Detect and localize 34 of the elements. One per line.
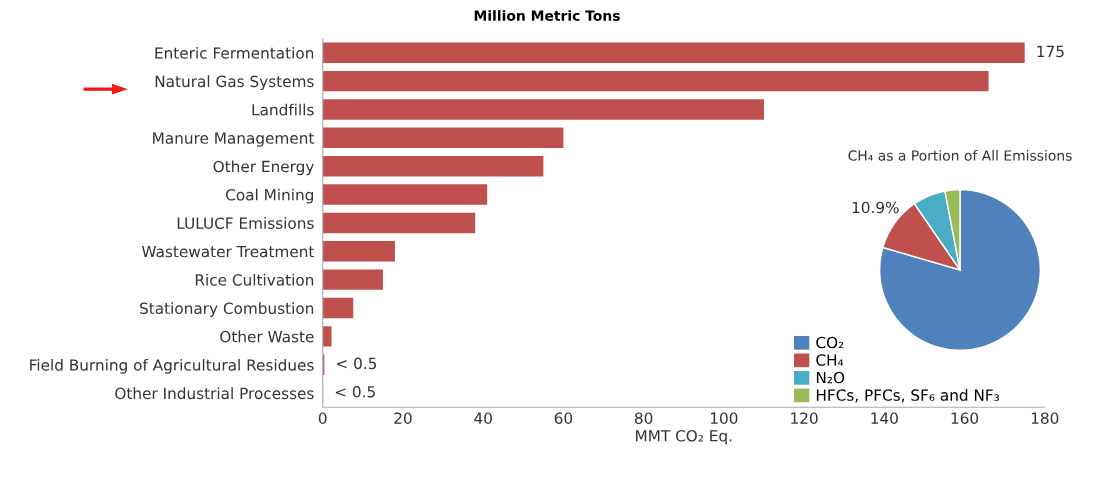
x-tick-label: 40 bbox=[474, 412, 492, 424]
y-tick-label: Landfills bbox=[252, 103, 314, 116]
x-tick-label: 60 bbox=[554, 412, 573, 424]
x-tick-label: 180 bbox=[1031, 412, 1059, 424]
y-tick-label: Coal Mining bbox=[226, 188, 314, 204]
x-tick-label: 120 bbox=[791, 412, 818, 424]
data-label: < 0.5 bbox=[337, 357, 377, 370]
y-tick-label: Enteric Fermentation bbox=[155, 46, 314, 59]
y-tick-label: Other Waste bbox=[220, 330, 314, 343]
legend-label: N₂O bbox=[816, 371, 845, 384]
y-tick-label: Rice Cultivation bbox=[195, 273, 314, 286]
x-tick-label: 160 bbox=[951, 412, 979, 424]
x-tick-label: 100 bbox=[710, 412, 738, 424]
legend-label: CO₂ bbox=[816, 336, 844, 349]
y-tick-label: Field Burning of Agricultural Residues bbox=[30, 358, 314, 374]
y-tick-label: Manure Management bbox=[153, 132, 315, 147]
x-tick-label: 80 bbox=[634, 412, 653, 424]
y-tick-label: Wastewater Treatment bbox=[141, 245, 315, 258]
chart-title: CH₄ as a Portion of All Emissions bbox=[848, 150, 1072, 161]
x-tick-label: 0 bbox=[318, 412, 327, 424]
y-tick-label: Other Industrial Processes bbox=[115, 387, 314, 400]
x-tick-label: 140 bbox=[871, 412, 898, 424]
x-tick-label: 20 bbox=[394, 412, 412, 424]
y-tick-label: Natural Gas Systems bbox=[155, 75, 314, 91]
y-tick-label: LULUCF Emissions bbox=[177, 217, 314, 229]
legend-label: HFCs, PFCs, SF₆ and NF₃ bbox=[816, 389, 999, 403]
data-label: < 0.5 bbox=[335, 385, 375, 398]
y-tick-label: Stationary Combustion bbox=[140, 302, 314, 317]
x-axis-title: MMT CO₂ Eq. bbox=[636, 429, 732, 445]
y-tick-label: Other Energy bbox=[213, 160, 314, 176]
data-label: 175 bbox=[1037, 45, 1064, 58]
legend-label: CH₄ bbox=[816, 354, 844, 366]
chart-title: Million Metric Tons bbox=[474, 10, 620, 21]
data-label: 10.9% bbox=[852, 201, 899, 214]
